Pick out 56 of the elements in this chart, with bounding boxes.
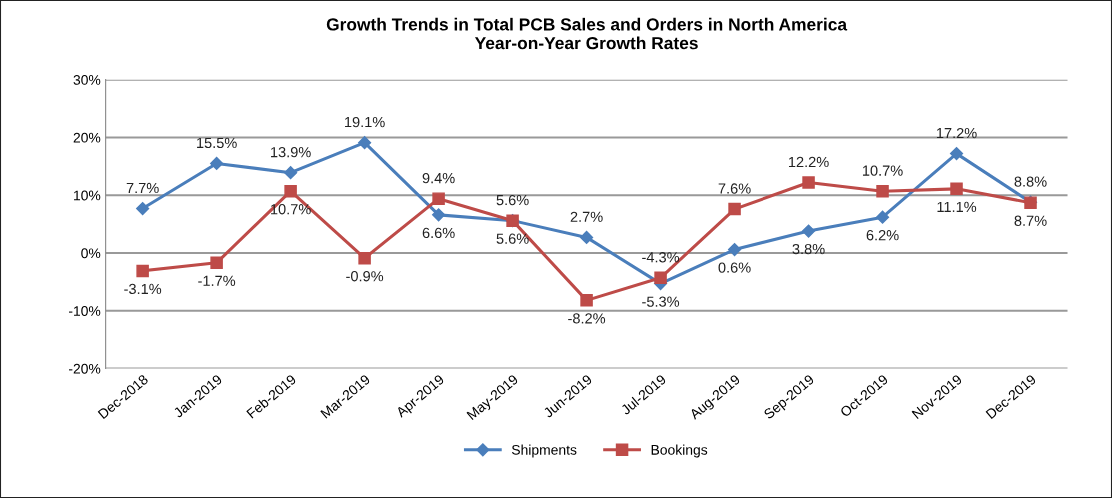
data-label: -3.1% (124, 283, 162, 295)
point (876, 184, 889, 198)
point (136, 264, 149, 278)
data-label: 0.6% (718, 262, 751, 273)
y-tick-label: -10% (68, 306, 101, 316)
data-label: 8.7% (1014, 215, 1047, 226)
data-label: 7.7% (126, 182, 159, 194)
point (432, 208, 446, 222)
legend-label: Bookings (651, 444, 708, 458)
y-tick-label: 10% (74, 190, 101, 201)
point (727, 242, 742, 257)
point (358, 251, 371, 265)
data-label: -8.2% (568, 313, 606, 324)
point (432, 192, 445, 205)
point (579, 230, 594, 244)
data-label: 17.2% (936, 127, 977, 139)
data-label: 5.6% (496, 194, 529, 206)
data-label: 10.7% (271, 204, 311, 215)
y-tick-label: 0% (81, 248, 101, 259)
point (580, 294, 593, 307)
data-label: 7.6% (718, 183, 751, 194)
point (358, 136, 372, 150)
data-label: -5.3% (642, 296, 680, 307)
point (654, 271, 667, 285)
y-tick-label: 20% (73, 132, 101, 143)
point (802, 176, 815, 189)
point (210, 156, 224, 171)
data-label: 5.6% (496, 233, 529, 244)
data-label: 9.4% (422, 172, 455, 184)
chart-title: Growth Trends in Total PCB Sales and Orders in North America Year-on-Year Growth Rates (326, 17, 848, 50)
data-label: 13.9% (271, 146, 311, 158)
y-tick-label: 30% (73, 75, 101, 85)
data-label: 19.1% (345, 116, 385, 128)
point (875, 210, 890, 224)
data-label: 6.2% (866, 230, 899, 241)
point (949, 147, 964, 161)
data-label: 2.7% (570, 211, 603, 222)
point (210, 256, 223, 270)
data-label: 12.2% (788, 156, 829, 168)
data-label: -4.3% (642, 252, 680, 263)
data-label: 11.1% (937, 201, 977, 213)
data-label: 10.7% (862, 165, 903, 176)
data-label: 8.8% (1014, 176, 1047, 187)
data-label: 15.5% (197, 137, 237, 149)
point (801, 224, 816, 238)
data-label: 3.8% (792, 243, 825, 255)
data-label: -1.7% (198, 275, 236, 286)
point (284, 184, 297, 198)
point (950, 182, 963, 196)
data-label: -0.9% (346, 271, 384, 282)
point (728, 202, 741, 216)
point (136, 201, 150, 216)
data-label: 6.6% (422, 227, 455, 239)
legend-label: Shipments (511, 444, 577, 458)
y-tick-label: -20% (68, 363, 101, 374)
point (284, 166, 298, 180)
